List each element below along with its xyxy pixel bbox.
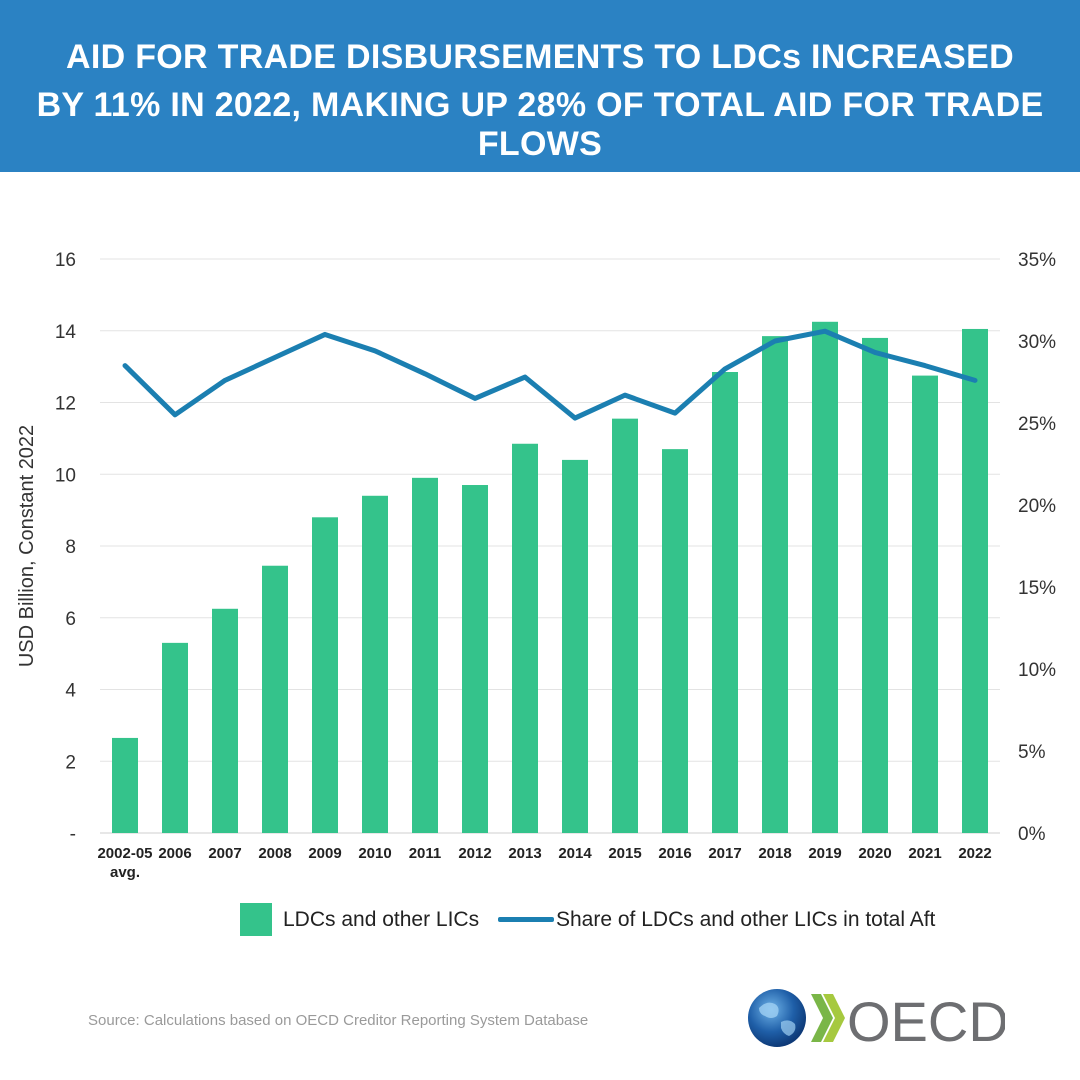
- source-note: Source: Calculations based on OECD Credi…: [88, 1012, 589, 1029]
- legend-line-swatch: [498, 917, 554, 922]
- oecd-wordmark: OECD: [847, 990, 1005, 1050]
- bar: [912, 375, 938, 833]
- x-tick-label: 2020: [858, 845, 891, 862]
- header-banner: AID FOR TRADE DISBURSEMENTS TO LDCs INCR…: [0, 0, 1080, 172]
- x-tick-label: 2009: [308, 845, 341, 862]
- bar: [212, 608, 238, 833]
- bar: [312, 517, 338, 833]
- x-tick-label: 2015: [608, 845, 641, 862]
- bar: [462, 485, 488, 833]
- bar: [562, 459, 588, 833]
- y2-tick-label: 10%: [1018, 660, 1056, 681]
- y2-tick-label: 25%: [1018, 414, 1056, 435]
- x-tick-label: 2011: [409, 845, 442, 862]
- x-tick-label: 2014: [558, 845, 592, 862]
- y-tick-label: 14: [55, 322, 77, 343]
- y2-tick-label: 20%: [1018, 496, 1056, 517]
- bar: [112, 737, 138, 833]
- bar: [962, 328, 988, 833]
- legend-bar-swatch: [240, 903, 272, 936]
- x-tick-label: 2021: [908, 845, 941, 862]
- x-tick-label: 2013: [508, 845, 541, 862]
- bar: [612, 418, 638, 833]
- bar: [712, 372, 738, 833]
- bar: [862, 337, 888, 833]
- x-tick-label: 2012: [458, 845, 491, 862]
- title-line-1: AID FOR TRADE DISBURSEMENTS TO LDCs INCR…: [66, 38, 1014, 76]
- bar: [662, 449, 688, 833]
- combo-chart: - 2 4 6 8 10 12 14 16 0% 5% 10% 15% 20% 25% 30% 35% USD B…: [16, 250, 1056, 881]
- x-tick-label: 2002-05: [97, 845, 152, 862]
- y2-tick-label: 35%: [1018, 250, 1056, 271]
- bar: [412, 477, 438, 833]
- x-tick-label: 2019: [808, 845, 841, 862]
- y-tick-label: -: [70, 824, 76, 845]
- y2-tick-label: 5%: [1018, 742, 1046, 763]
- x-tick-label: 2010: [358, 845, 391, 862]
- globe-icon: [748, 989, 806, 1047]
- chevron-marks-icon: [811, 994, 845, 1042]
- y2-tick-label: 15%: [1018, 578, 1056, 599]
- x-tick-label: 2006: [158, 845, 191, 862]
- legend-line-label: Share of LDCs and other LICs in total Af…: [556, 908, 936, 931]
- bar: [812, 321, 838, 833]
- x-tick-label: 2008: [258, 845, 291, 862]
- y-tick-label: 6: [65, 609, 76, 630]
- y-axis-title: USD Billion, Constant 2022: [16, 425, 38, 667]
- x-tick-label: 2017: [708, 845, 741, 862]
- y-tick-label: 12: [55, 394, 76, 415]
- x-tick-label: 2016: [658, 845, 691, 862]
- x-tick-label: avg.: [110, 864, 140, 881]
- y-tick-label: 4: [65, 681, 76, 702]
- y-tick-label: 10: [55, 465, 76, 486]
- bar: [362, 495, 388, 833]
- title-line-2: BY 11% IN 2022, MAKING UP 28% OF TOTAL A…: [36, 86, 1044, 163]
- y-tick-label: 16: [55, 250, 76, 271]
- y2-tick-label: 0%: [1018, 824, 1046, 845]
- bar: [262, 565, 288, 833]
- y-tick-label: 2: [65, 752, 76, 773]
- legend-bar-label: LDCs and other LICs: [283, 908, 480, 931]
- x-tick-label: 2018: [758, 845, 791, 862]
- y-tick-label: 8: [65, 537, 76, 558]
- x-tick-label: 2022: [958, 845, 991, 862]
- oecd-logo: OECD: [745, 986, 1009, 1055]
- x-tick-label: 2007: [208, 845, 241, 862]
- y2-tick-label: 30%: [1018, 332, 1056, 353]
- bar: [762, 336, 788, 833]
- bar: [162, 642, 188, 833]
- bar: [512, 443, 538, 833]
- share-line: [122, 328, 978, 421]
